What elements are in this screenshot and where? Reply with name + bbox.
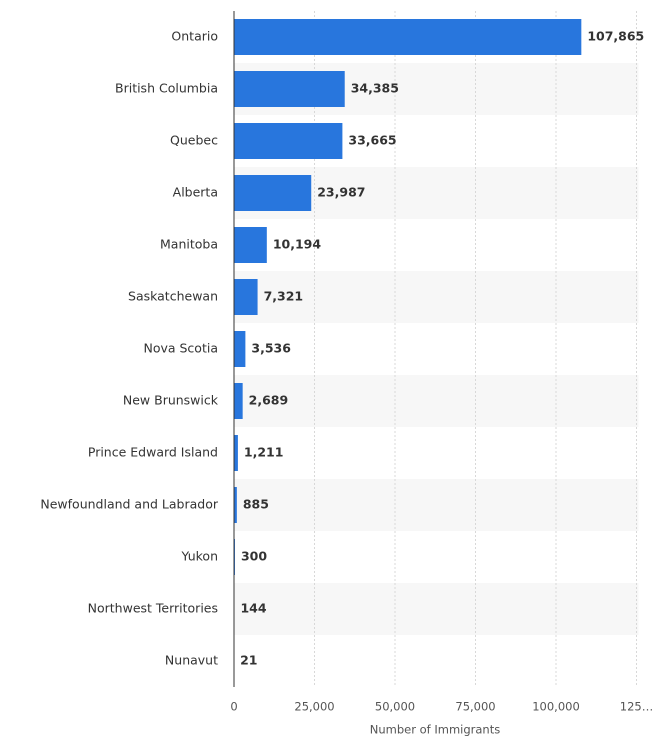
x-tick-label: 125… bbox=[620, 700, 653, 714]
x-tick-label: 75,000 bbox=[455, 700, 495, 714]
y-tick-label: Nova Scotia bbox=[143, 341, 218, 356]
x-axis-title: Number of Immigrants bbox=[370, 723, 500, 737]
bar bbox=[234, 123, 343, 159]
x-tick-label: 50,000 bbox=[375, 700, 415, 714]
y-tick-label: New Brunswick bbox=[123, 393, 219, 408]
bar bbox=[234, 227, 267, 263]
bar bbox=[234, 383, 243, 419]
bar bbox=[234, 279, 258, 315]
value-label: 300 bbox=[241, 549, 267, 564]
y-tick-label: Prince Edward Island bbox=[88, 445, 218, 460]
y-tick-label: Northwest Territories bbox=[88, 601, 218, 616]
y-tick-label: Quebec bbox=[170, 133, 218, 148]
y-tick-label: Yukon bbox=[181, 549, 219, 564]
x-tick-label: 100,000 bbox=[532, 700, 580, 714]
row-stripe bbox=[234, 271, 639, 323]
y-tick-label: Manitoba bbox=[160, 237, 218, 252]
y-tick-label: Newfoundland and Labrador bbox=[40, 497, 218, 512]
bar bbox=[234, 331, 246, 367]
x-tick-label: 0 bbox=[230, 700, 237, 714]
bar bbox=[234, 487, 237, 523]
value-label: 23,987 bbox=[317, 185, 365, 200]
value-label: 144 bbox=[240, 601, 266, 616]
value-label: 7,321 bbox=[264, 289, 304, 304]
value-label: 107,865 bbox=[587, 29, 644, 44]
row-stripe bbox=[234, 583, 639, 635]
y-tick-label: Saskatchewan bbox=[128, 289, 218, 304]
bar bbox=[234, 19, 582, 55]
y-tick-label: Alberta bbox=[173, 185, 218, 200]
row-stripe bbox=[234, 479, 639, 531]
x-tick-label: 25,000 bbox=[294, 700, 334, 714]
value-label: 33,665 bbox=[348, 133, 396, 148]
bar bbox=[234, 71, 345, 107]
y-tick-label: British Columbia bbox=[115, 81, 218, 96]
value-label: 1,211 bbox=[244, 445, 284, 460]
value-label: 10,194 bbox=[273, 237, 322, 252]
value-label: 34,385 bbox=[351, 81, 399, 96]
y-tick-label: Ontario bbox=[171, 29, 218, 44]
value-label: 3,536 bbox=[251, 341, 291, 356]
bar bbox=[234, 435, 238, 471]
value-label: 2,689 bbox=[249, 393, 289, 408]
y-tick-label: Nunavut bbox=[165, 653, 218, 668]
row-stripe bbox=[234, 375, 639, 427]
bar bbox=[234, 175, 312, 211]
value-label: 885 bbox=[243, 497, 269, 512]
value-label: 21 bbox=[240, 653, 257, 668]
